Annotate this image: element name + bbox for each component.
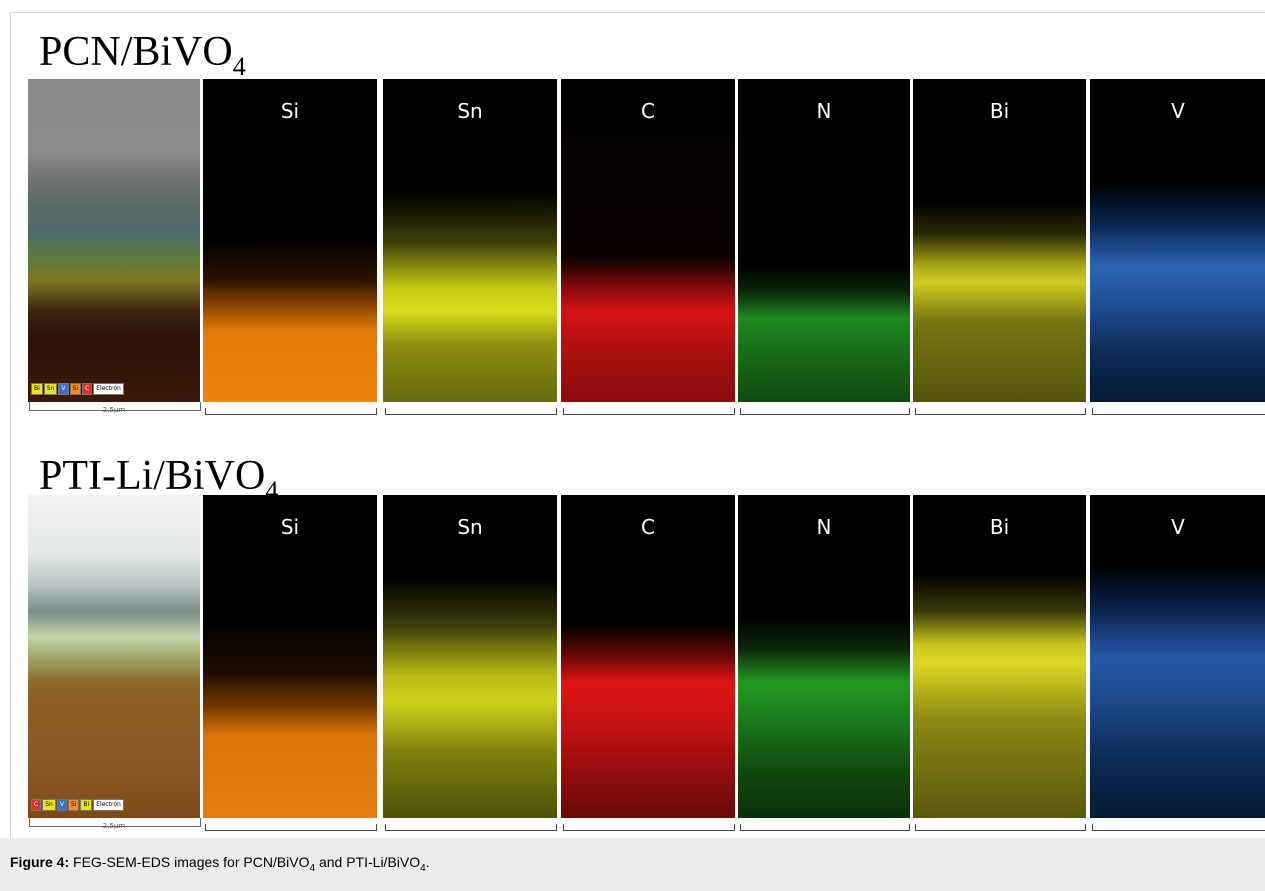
map-label: Sn — [457, 99, 483, 123]
legend-bi: Bi — [31, 382, 43, 395]
scale-bar — [385, 824, 557, 831]
row-title-main: PTI-Li/BiVO — [39, 453, 266, 499]
legend-v: V — [56, 798, 67, 811]
legend-si: Si — [67, 798, 80, 811]
row-title-main: PCN/BiVO — [39, 29, 233, 75]
map-label: C — [641, 99, 655, 123]
map-label: V — [1171, 515, 1185, 539]
map-label: Sn — [457, 515, 483, 539]
scale-bar — [29, 818, 201, 827]
scale-bar — [563, 408, 735, 415]
scale-label: 2.5μm — [102, 406, 126, 414]
map-label: V — [1171, 99, 1185, 123]
scale-bar — [205, 824, 377, 831]
map-sn-pti-li: Sn — [383, 495, 557, 818]
caption-bar: Figure 4: FEG-SEM-EDS images for PCN/BiV… — [0, 838, 1265, 891]
element-legend: Bi Sn V Si C Electron — [31, 382, 124, 395]
figure-caption: Figure 4: FEG-SEM-EDS images for PCN/BiV… — [10, 854, 430, 874]
scale-bar — [563, 824, 735, 831]
map-label: N — [816, 515, 832, 539]
legend-sn: Sn — [42, 798, 56, 811]
map-label: Bi — [989, 515, 1010, 539]
map-si-pcn: Si — [203, 79, 377, 402]
map-bi-pcn: Bi — [913, 79, 1086, 402]
caption-subscript: 4 — [309, 862, 316, 874]
element-legend: C Sn V Si Bi Electron — [31, 798, 124, 811]
scale-label: 2.5μm — [102, 822, 126, 830]
map-si-pti-li: Si — [203, 495, 377, 818]
map-v-pti-li: V — [1090, 495, 1265, 818]
scale-bar — [205, 408, 377, 415]
map-bi-pti-li: Bi — [913, 495, 1086, 818]
map-sn-pcn: Sn — [383, 79, 557, 402]
map-v-pcn: V — [1090, 79, 1265, 402]
scale-bar — [740, 824, 910, 831]
scale-bar — [385, 408, 557, 415]
caption-text: and PTI-Li/BiVO — [315, 854, 421, 870]
row-title-pcn: PCN/BiVO4 — [39, 31, 246, 80]
electron-image-pti-li: C Sn V Si Bi Electron — [28, 495, 200, 818]
electron-image-pcn: Bi Sn V Si C Electron — [28, 79, 200, 402]
map-n-pti-li: N — [738, 495, 910, 818]
legend-v: V — [58, 382, 69, 395]
legend-si: Si — [69, 382, 82, 395]
legend-electron: Electron — [93, 382, 124, 395]
legend-electron: Electron — [93, 798, 124, 811]
scale-bar — [1092, 824, 1265, 831]
legend-c: C — [31, 798, 42, 811]
scale-bar — [915, 408, 1086, 415]
legend-bi: Bi — [80, 798, 93, 811]
figure: PCN/BiVO4 Bi Sn V Si C Electron 2.5μm Si… — [10, 12, 1265, 839]
legend-c: C — [82, 382, 93, 395]
map-c-pti-li: C — [561, 495, 735, 818]
scale-bar — [29, 402, 201, 411]
caption-text: . — [425, 854, 430, 870]
map-label: Si — [280, 515, 300, 539]
map-n-pcn: N — [738, 79, 910, 402]
map-label: Bi — [989, 99, 1010, 123]
map-label: N — [816, 99, 832, 123]
map-label: Si — [280, 99, 300, 123]
scale-bar — [915, 824, 1086, 831]
scale-bar — [740, 408, 910, 415]
caption-label: Figure 4: — [10, 854, 70, 870]
map-label: C — [641, 515, 655, 539]
legend-sn: Sn — [43, 382, 58, 395]
caption-text: FEG-SEM-EDS images for PCN/BiVO — [69, 854, 310, 870]
caption-subscript: 4 — [420, 862, 426, 874]
row-title-subscript: 4 — [232, 52, 246, 81]
map-c-pcn: C — [561, 79, 735, 402]
scale-bar — [1092, 408, 1265, 415]
